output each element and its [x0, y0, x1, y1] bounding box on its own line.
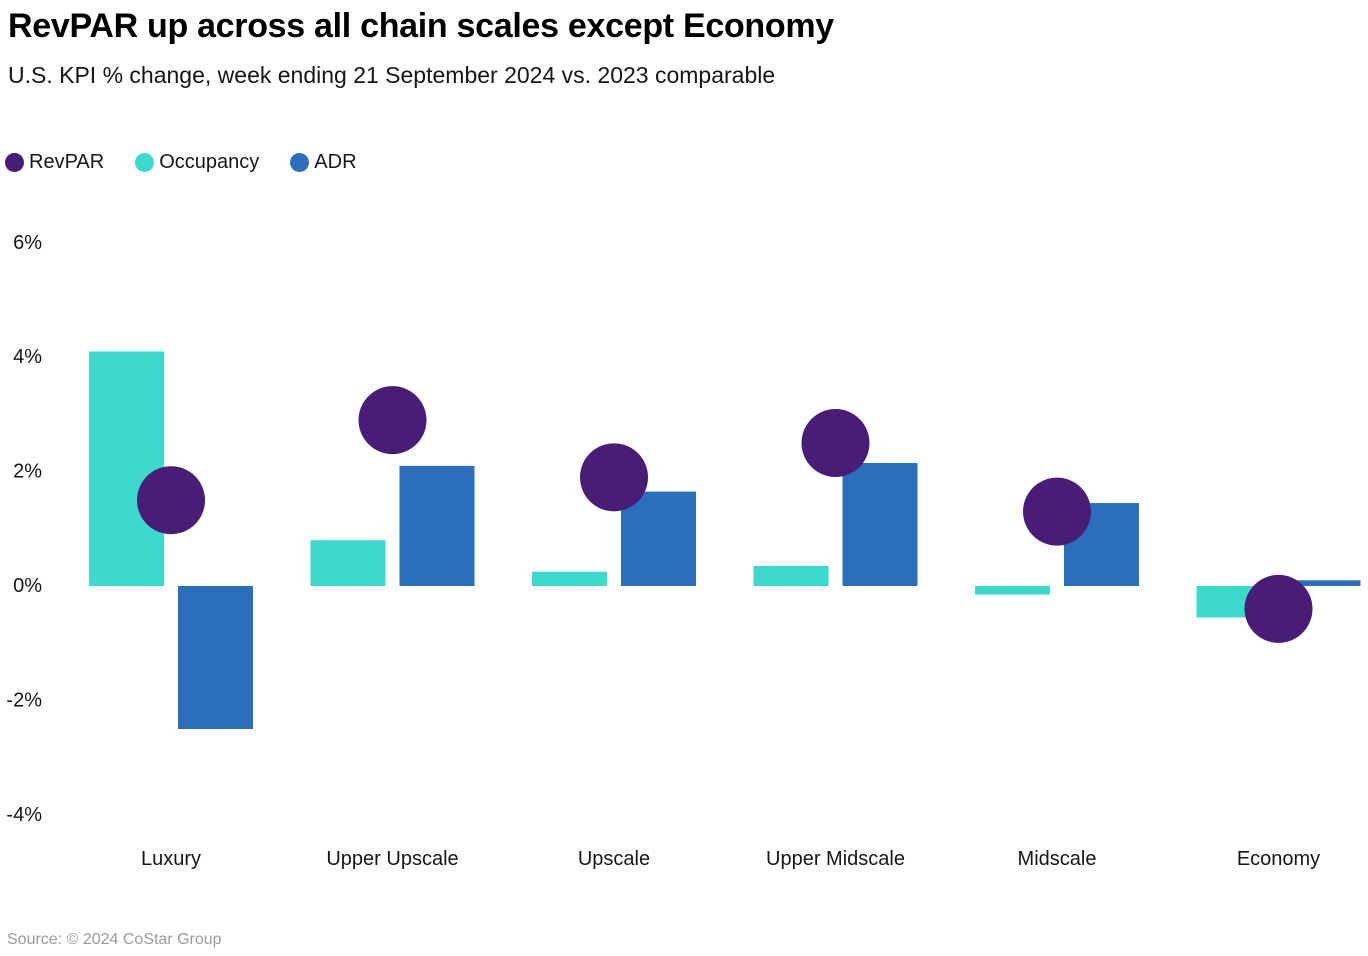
revpar-dot-luxury [137, 466, 205, 535]
chart-title: RevPAR up across all chain scales except… [8, 7, 834, 45]
adr-bar-upper-upscale [399, 465, 475, 586]
legend-label: ADR [314, 151, 357, 173]
chart-subtitle: U.S. KPI % change, week ending 21 Septem… [8, 62, 776, 88]
x-axis-label-luxury: Luxury [141, 848, 201, 870]
occupancy-bar-upscale [532, 571, 607, 586]
y-axis-tick-label--2-: -2% [6, 689, 42, 711]
legend: RevPAR Occupancy ADR [5, 151, 357, 174]
legend-dot-icon-revpar [5, 153, 24, 172]
legend-item-occupancy: Occupancy [135, 151, 259, 174]
y-axis-tick-label-0-: 0% [13, 575, 42, 597]
x-axis-label-economy: Economy [1237, 848, 1320, 870]
adr-bar-luxury [178, 586, 253, 729]
legend-item-revpar: RevPAR [5, 151, 104, 174]
legend-dot-icon-adr [290, 153, 310, 172]
occupancy-bar-midscale [975, 586, 1050, 595]
x-axis-label-upper-upscale: Upper Upscale [326, 848, 458, 870]
x-axis-label-midscale: Midscale [1018, 848, 1097, 870]
source-note: Source: © 2024 CoStar Group [7, 931, 222, 948]
occupancy-bar-luxury [89, 351, 164, 586]
revpar-dot-upper-upscale [358, 386, 427, 455]
adr-bar-upscale [621, 491, 696, 586]
y-axis-tick-label--4-: -4% [6, 804, 42, 826]
y-axis-tick-label-2-: 2% [13, 461, 42, 483]
legend-dot-icon-occupancy [135, 153, 155, 172]
y-axis-tick-label-4-: 4% [13, 346, 42, 368]
x-axis-label-upscale: Upscale [578, 848, 650, 870]
adr-bar-upper-midscale [842, 463, 918, 586]
legend-label: Occupancy [159, 151, 260, 173]
revpar-dot-midscale [1023, 477, 1091, 546]
revpar-dot-upper-midscale [801, 409, 870, 477]
legend-item-adr: ADR [290, 151, 357, 174]
occupancy-bar-upper-midscale [753, 565, 829, 586]
x-axis-label-upper-midscale: Upper Midscale [766, 848, 905, 870]
occupancy-bar-upper-upscale [310, 540, 386, 586]
legend-label: RevPAR [29, 151, 105, 173]
y-axis-tick-label-6-: 6% [13, 232, 42, 254]
revpar-dot-economy [1244, 574, 1313, 643]
revpar-dot-upscale [580, 443, 648, 512]
adr-bar-economy [1285, 580, 1361, 586]
